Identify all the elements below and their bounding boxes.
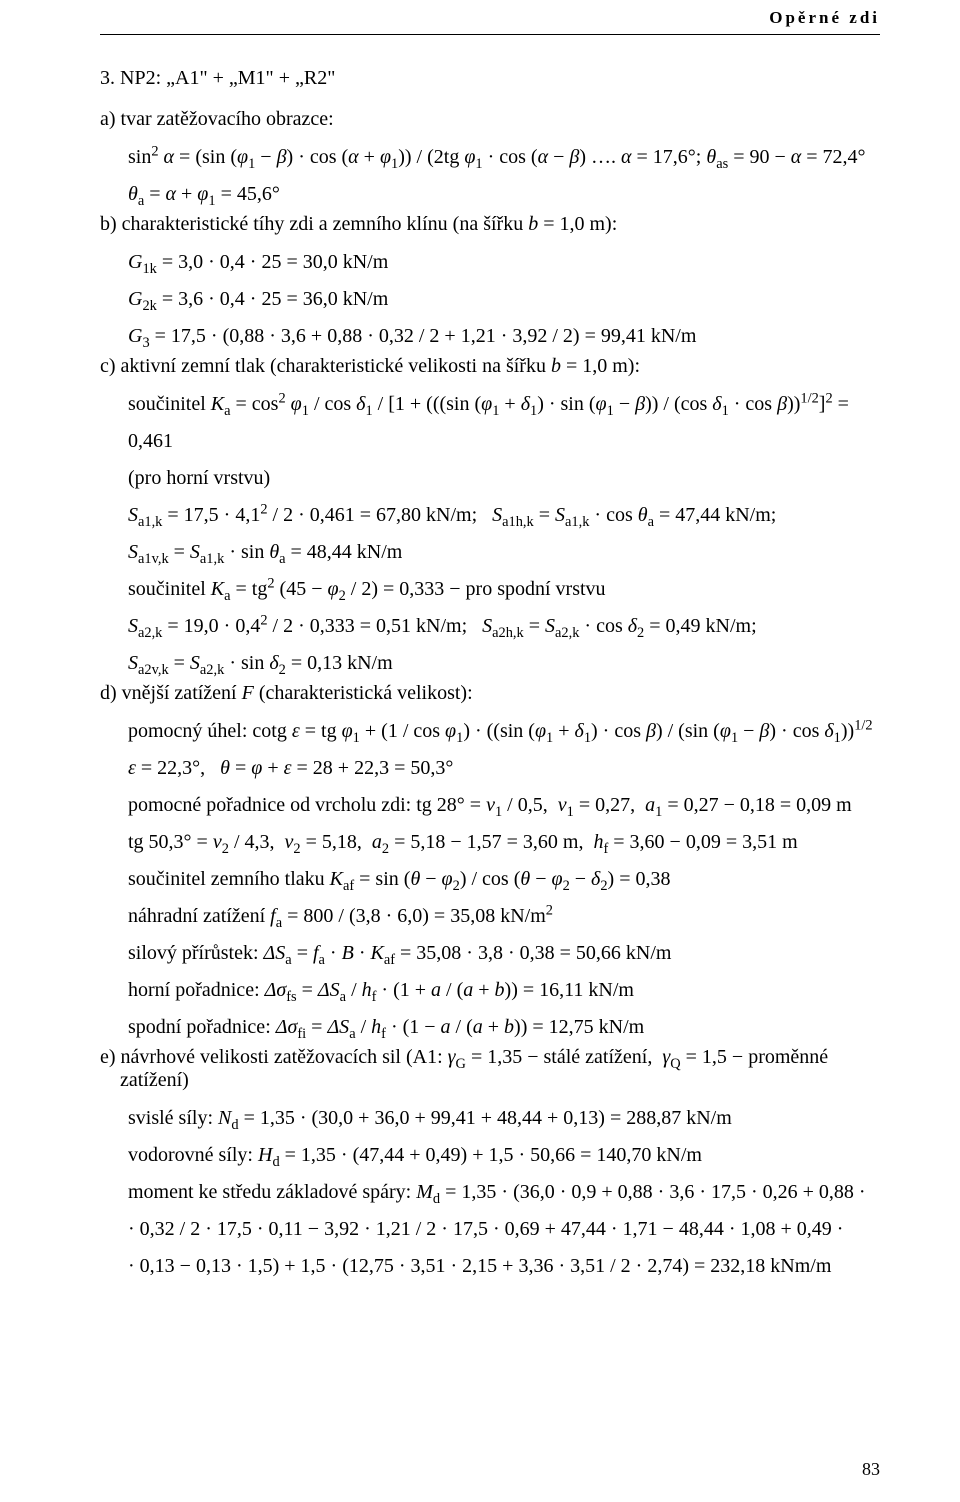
text-line: Sa2v,k = Sa2,k · sin δ2 = 0,13 kN/m [100, 645, 880, 682]
text-line: součinitel Ka = tg2 (45 − φ2 / 2) = 0,33… [100, 571, 880, 608]
text-line: náhradní zatížení fa = 800 / (3,8 · 6,0)… [100, 898, 880, 935]
page-header: Opěrné zdi [100, 0, 880, 35]
text-line: pomocné pořadnice od vrcholu zdi: tg 28°… [100, 787, 880, 824]
text-line: sin2 α = (sin (φ1 − β) · cos (α + φ1)) /… [100, 139, 880, 176]
text-line: Sa1v,k = Sa1,k · sin θa = 48,44 kN/m [100, 534, 880, 571]
text-line: svislé síly: Nd = 1,35 · (30,0 + 36,0 + … [100, 1100, 880, 1137]
text-line: G2k = 3,6 · 0,4 · 25 = 36,0 kN/m [100, 281, 880, 318]
text-line: · 0,32 / 2 · 17,5 · 0,11 − 3,92 · 1,21 /… [100, 1211, 880, 1248]
text-line: θa = α + φ1 = 45,6° [100, 176, 880, 213]
text-line: 3. NP2: „A1" + „M1" + „R2" [100, 67, 880, 90]
text-line: G1k = 3,0 · 0,4 · 25 = 30,0 kN/m [100, 244, 880, 281]
page-number: 83 [862, 1459, 880, 1480]
text-line: a) tvar zatěžovacího obrazce: [100, 108, 880, 131]
text-line: · 0,13 − 0,13 · 1,5) + 1,5 · (12,75 · 3,… [100, 1248, 880, 1285]
text-line: horní pořadnice: Δσfs = ΔSa / hf · (1 + … [100, 972, 880, 1009]
text-line: spodní pořadnice: Δσfi = ΔSa / hf · (1 −… [100, 1009, 880, 1046]
text-line: Sa1,k = 17,5 · 4,12 / 2 · 0,461 = 67,80 … [100, 497, 880, 534]
text-line: silový přírůstek: ΔSa = fa · B · Kaf = 3… [100, 935, 880, 972]
text-line: pomocný úhel: cotg ε = tg φ1 + (1 / cos … [100, 713, 880, 750]
text-line: moment ke středu základové spáry: Md = 1… [100, 1174, 880, 1211]
text-line: (pro horní vrstvu) [100, 460, 880, 497]
text-line: Sa2,k = 19,0 · 0,42 / 2 · 0,333 = 0,51 k… [100, 608, 880, 645]
text-line: součinitel Ka = cos2 φ1 / cos δ1 / [1 + … [100, 386, 880, 460]
text-line: ε = 22,3°, θ = φ + ε = 28 + 22,3 = 50,3° [100, 750, 880, 787]
text-line: e) návrhové velikosti zatěžovacích sil (… [100, 1046, 880, 1092]
text-line: součinitel zemního tlaku Kaf = sin (θ − … [100, 861, 880, 898]
text-line: b) charakteristické tíhy zdi a zemního k… [100, 213, 880, 236]
text-line: c) aktivní zemní tlak (charakteristické … [100, 355, 880, 378]
document-content: 3. NP2: „A1" + „M1" + „R2" a) tvar zatěžo… [100, 67, 880, 1285]
text-line: d) vnější zatížení F (charakteristická v… [100, 682, 880, 705]
text-line: vodorovné síly: Hd = 1,35 · (47,44 + 0,4… [100, 1137, 880, 1174]
text-line: G3 = 17,5 · (0,88 · 3,6 + 0,88 · 0,32 / … [100, 318, 880, 355]
text-line: tg 50,3° = v2 / 4,3, v2 = 5,18, a2 = 5,1… [100, 824, 880, 861]
